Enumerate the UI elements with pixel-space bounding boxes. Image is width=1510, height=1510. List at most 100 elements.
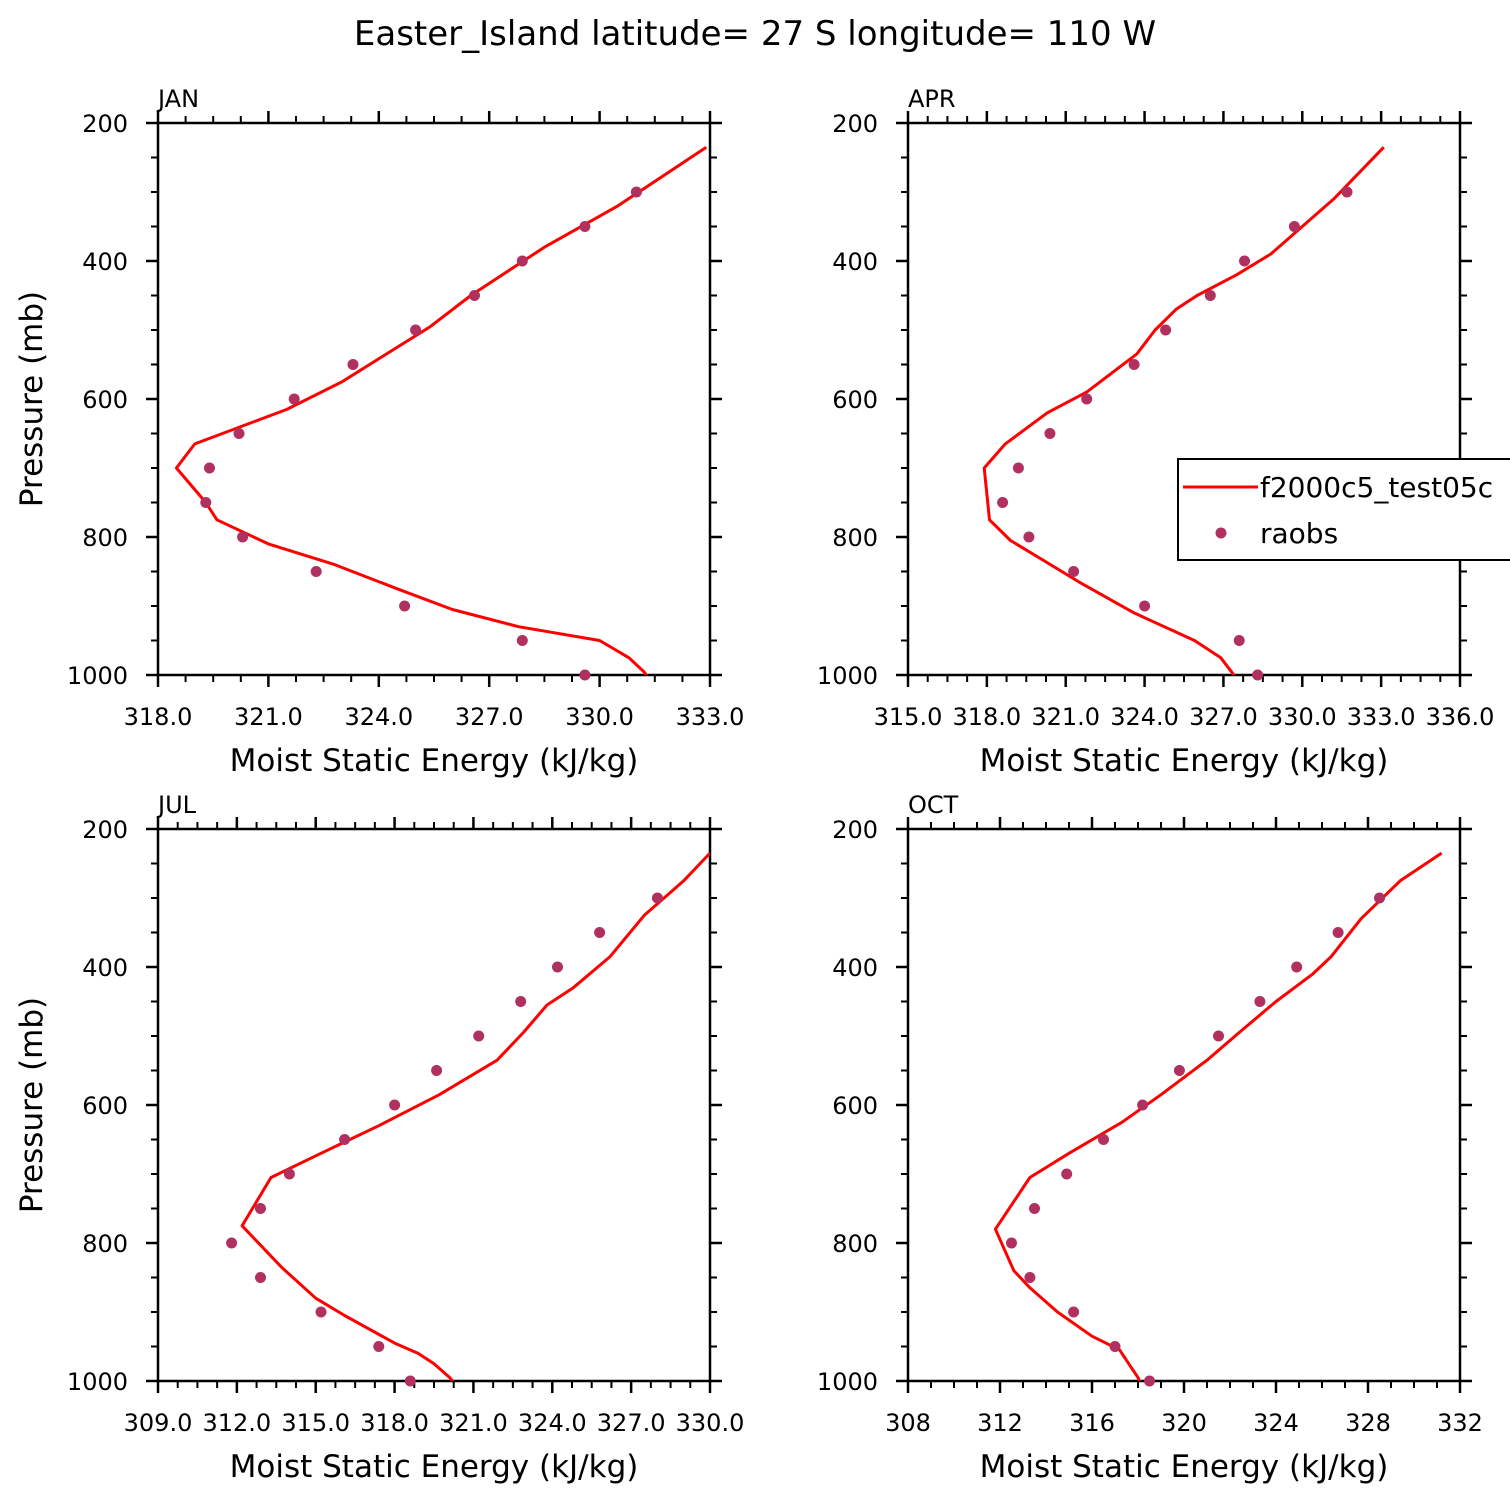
raobs-point xyxy=(255,1272,266,1283)
raobs-point xyxy=(283,1168,295,1180)
x-tick-label: 330.0 xyxy=(676,1409,745,1437)
x-tick-label: 327.0 xyxy=(455,703,524,731)
y-tick-label: 600 xyxy=(832,1092,878,1120)
raobs-point xyxy=(288,393,300,405)
raobs-point xyxy=(226,1237,238,1249)
panel-apr: APR 315.0 318.0 321.0 324.0 327.0 330.0 333.0 33… xyxy=(817,85,1494,779)
raobs-point xyxy=(404,1375,416,1387)
x-tick-label: 320 xyxy=(1161,1409,1207,1437)
raobs-point xyxy=(516,255,528,267)
x-tick-label: 333.0 xyxy=(676,703,745,731)
raobs-point xyxy=(373,1341,385,1352)
raobs-point xyxy=(204,462,215,474)
raobs-point xyxy=(1068,566,1080,577)
raobs-point xyxy=(1213,1030,1224,1042)
x-tick-label: 318.0 xyxy=(952,703,1021,731)
model-series-line xyxy=(174,145,708,675)
raobs-point xyxy=(1098,1134,1109,1145)
raobs-point xyxy=(1128,359,1140,370)
x-tick-label: 318.0 xyxy=(360,1409,429,1437)
model-series-line xyxy=(993,851,1443,1381)
y-tick-label: 800 xyxy=(82,1230,128,1258)
y-tick-label: 200 xyxy=(832,816,878,844)
y-tick-label: 600 xyxy=(832,386,878,414)
y-tick-label: 200 xyxy=(82,110,128,138)
raobs-point xyxy=(339,1134,351,1145)
x-axis-label: Moist Static Energy (kJ/kg) xyxy=(980,1449,1389,1485)
y-tick-label: 400 xyxy=(82,248,128,276)
raobs-point xyxy=(516,635,528,646)
x-tick-label: 324.0 xyxy=(518,1409,587,1437)
y-tick-label: 600 xyxy=(82,386,128,414)
raobs-point xyxy=(1233,635,1245,646)
raobs-point xyxy=(1374,892,1385,904)
y-axis-label: Pressure (mb) xyxy=(14,291,50,507)
raobs-point xyxy=(552,961,563,973)
raobs-point xyxy=(579,221,591,232)
model-series-line xyxy=(982,146,1385,675)
y-tick-label: 400 xyxy=(82,954,128,982)
y-tick-label: 1000 xyxy=(67,662,128,690)
x-tick-label: 321.0 xyxy=(439,1409,508,1437)
x-tick-label: 309.0 xyxy=(124,1409,193,1437)
x-tick-label: 333.0 xyxy=(1347,703,1416,731)
raobs-point xyxy=(1252,669,1264,681)
y-tick-label: 1000 xyxy=(817,662,878,690)
plot-frame-oct xyxy=(906,827,1462,1383)
raobs-point xyxy=(1204,290,1216,301)
raobs-point xyxy=(1109,1341,1121,1352)
x-tick-label: 316 xyxy=(1069,1409,1115,1437)
raobs-point xyxy=(255,1203,266,1214)
y-tick-label: 800 xyxy=(832,524,878,552)
raobs-point xyxy=(1024,1272,1036,1283)
y-tick-label: 600 xyxy=(82,1092,128,1120)
x-tick-label: 315.0 xyxy=(874,703,943,731)
raobs-point xyxy=(594,927,606,938)
panels-group: JAN 318.0 321.0 324.0 327.0 330.0 333.0 200 400 6… xyxy=(14,85,1494,1485)
raobs-point xyxy=(237,531,249,543)
raobs-point xyxy=(651,892,663,904)
x-tick-label: 324.0 xyxy=(1110,703,1179,731)
raobs-point xyxy=(1173,1065,1185,1076)
raobs-point xyxy=(1137,1099,1149,1111)
x-axis-label: Moist Static Energy (kJ/kg) xyxy=(230,1449,639,1485)
raobs-point xyxy=(1029,1203,1040,1214)
raobs-point xyxy=(1239,255,1250,267)
raobs-point xyxy=(997,497,1009,508)
model-series-line xyxy=(240,852,710,1381)
x-tick-label: 328 xyxy=(1345,1409,1391,1437)
raobs-point xyxy=(515,996,527,1007)
x-tick-label: 321.0 xyxy=(234,703,303,731)
y-tick-label: 1000 xyxy=(67,1368,128,1396)
raobs-point xyxy=(1341,186,1353,198)
x-tick-label: 321.0 xyxy=(1031,703,1100,731)
panel-title-jul: JUL xyxy=(156,791,197,819)
raobs-point xyxy=(1061,1168,1073,1180)
raobs-point xyxy=(630,186,642,198)
raobs-point xyxy=(1006,1237,1017,1249)
panel-title-jan: JAN xyxy=(156,85,199,113)
legend-box xyxy=(1177,458,1510,561)
raobs-point xyxy=(233,428,245,439)
raobs-point xyxy=(1144,1375,1155,1387)
raobs-point xyxy=(1288,221,1300,232)
raobs-point xyxy=(473,1030,485,1042)
raobs-point xyxy=(389,1099,401,1111)
raobs-point xyxy=(1160,324,1172,336)
y-tick-label: 800 xyxy=(82,524,128,552)
y-tick-label: 200 xyxy=(832,110,878,138)
x-tick-label: 330.0 xyxy=(565,703,634,731)
raobs-point xyxy=(1012,462,1024,474)
raobs-point xyxy=(1044,428,1056,439)
raobs-point xyxy=(469,290,480,301)
x-tick-label: 324 xyxy=(1253,1409,1299,1437)
plot-frame-jan xyxy=(156,121,712,677)
x-tick-label: 312.0 xyxy=(202,1409,271,1437)
plot-frame-jul xyxy=(156,827,712,1383)
panel-oct: OCT 308 312 316 320 324 328 332 200 400 600 800 1000… xyxy=(817,791,1483,1485)
x-tick-label: 327.0 xyxy=(597,1409,666,1437)
raobs-point xyxy=(579,669,591,681)
raobs-point xyxy=(1068,1306,1080,1318)
x-tick-label: 315.0 xyxy=(281,1409,350,1437)
